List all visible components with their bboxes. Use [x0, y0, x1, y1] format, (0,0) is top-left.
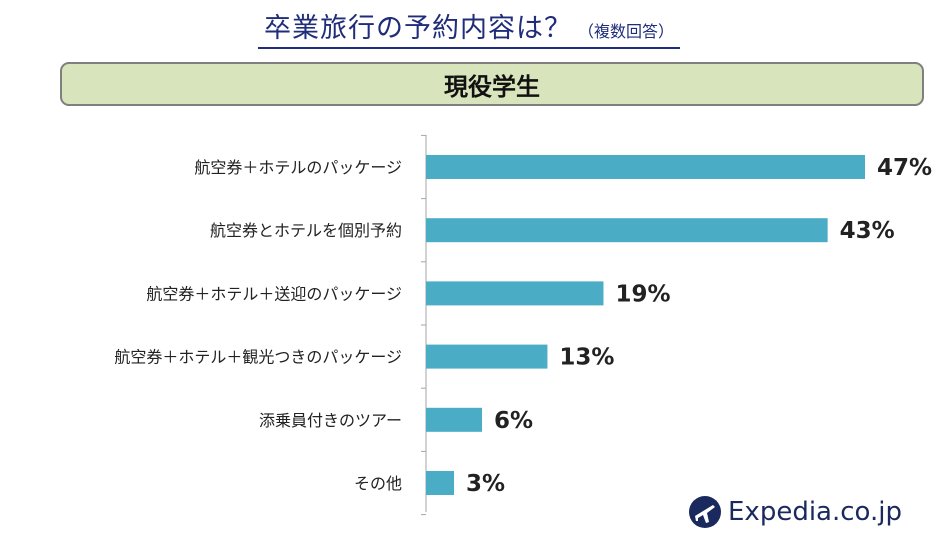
- plane-globe-icon: [689, 496, 721, 528]
- bar: [426, 344, 548, 369]
- category-label: その他: [354, 474, 402, 493]
- category-label: 添乗員付きのツアー: [259, 411, 402, 430]
- category-label: 航空券＋ホテル＋観光つきのパッケージ: [114, 348, 402, 367]
- category-label: 航空券＋ホテルのパッケージ: [194, 158, 402, 177]
- chart-title-sub: （複数回答）: [577, 22, 674, 41]
- value-label: 43%: [840, 218, 895, 244]
- segment-banner: 現役学生: [60, 62, 924, 106]
- bar: [426, 471, 455, 495]
- logo-text: Expedia.co.jp: [728, 497, 902, 527]
- category-label: 航空券＋ホテル＋送迎のパッケージ: [146, 284, 402, 303]
- expedia-logo: Expedia.co.jp: [688, 492, 902, 532]
- chart-title: 卒業旅行の予約内容は？ （複数回答）: [0, 6, 938, 49]
- value-label: 6%: [494, 408, 533, 434]
- value-label: 3%: [466, 471, 505, 497]
- bar: [426, 281, 604, 306]
- value-label: 13%: [559, 345, 614, 371]
- segment-banner-label: 現役学生: [444, 72, 540, 101]
- value-label: 19%: [615, 281, 670, 307]
- chart-title-main: 卒業旅行の予約内容は？: [263, 13, 572, 44]
- bar: [426, 218, 828, 243]
- value-label: 47%: [877, 155, 932, 181]
- bar: [426, 407, 483, 432]
- category-label: 航空券とホテルを個別予約: [210, 221, 402, 240]
- bar: [426, 155, 865, 179]
